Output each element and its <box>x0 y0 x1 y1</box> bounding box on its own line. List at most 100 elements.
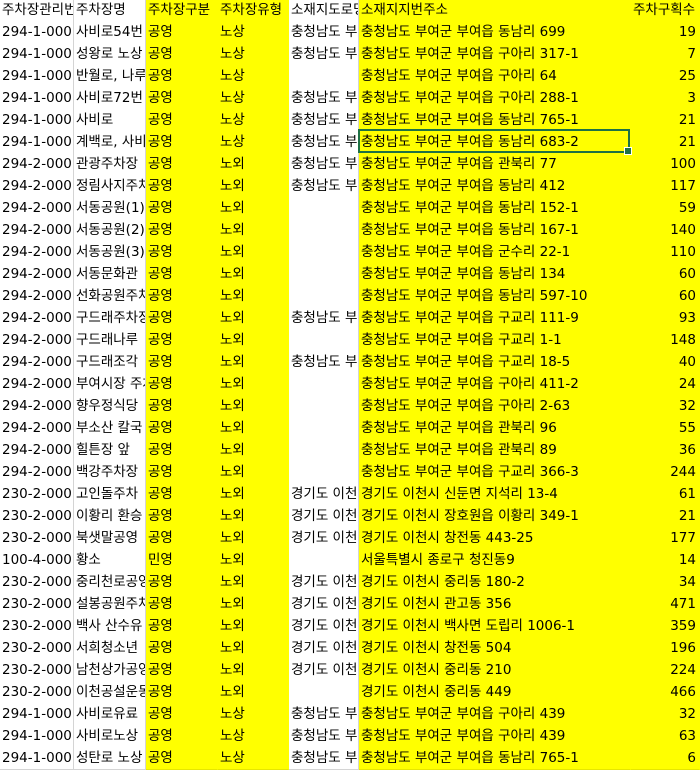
cell-lot-category[interactable]: 공영 <box>146 571 218 594</box>
cell-lot-name[interactable]: 성왕로 노상 <box>74 43 146 66</box>
cell-lot-category[interactable]: 공영 <box>146 43 218 66</box>
cell-lot-name[interactable]: 정림사지주차 <box>74 175 146 198</box>
cell-mgmt-number[interactable]: 294-1-000 <box>0 725 74 748</box>
cell-lot-category[interactable]: 공영 <box>146 109 218 132</box>
cell-road-address[interactable] <box>289 241 359 264</box>
cell-road-address[interactable]: 충청남도 부여군 <box>289 87 359 110</box>
cell-mgmt-number[interactable]: 294-2-000 <box>0 153 74 176</box>
cell-mgmt-number[interactable]: 294-2-000 <box>0 197 74 220</box>
cell-mgmt-number[interactable]: 294-2-000 <box>0 285 74 308</box>
cell-space-count[interactable]: 32 <box>631 395 700 418</box>
cell-lot-category[interactable]: 공영 <box>146 527 218 550</box>
cell-mgmt-number[interactable]: 294-1-000 <box>0 703 74 726</box>
cell-lot-address[interactable]: 경기도 이천시 장호원읍 이황리 349-1 <box>359 505 631 528</box>
cell-space-count[interactable]: 19 <box>631 21 700 44</box>
cell-lot-name[interactable]: 구드래주차장 <box>74 307 146 330</box>
cell-road-address[interactable]: 경기도 이천시 <box>289 571 359 594</box>
cell-lot-address[interactable]: 충청남도 부여군 부여읍 동남리 134 <box>359 263 631 286</box>
cell-lot-type[interactable]: 노외 <box>218 263 289 286</box>
cell-mgmt-number[interactable]: 230-2-000 <box>0 659 74 682</box>
cell-space-count[interactable]: 148 <box>631 329 700 352</box>
cell-space-count[interactable]: 21 <box>631 505 700 528</box>
cell-space-count[interactable]: 93 <box>631 307 700 330</box>
cell-lot-type[interactable]: 노상 <box>218 109 289 132</box>
cell-space-count[interactable]: 63 <box>631 725 700 748</box>
cell-lot-name[interactable]: 반월로, 나루 <box>74 65 146 88</box>
cell-space-count[interactable]: 140 <box>631 219 700 242</box>
cell-space-count[interactable]: 60 <box>631 263 700 286</box>
cell-lot-name[interactable]: 남천상가공영 <box>74 659 146 682</box>
cell-space-count[interactable]: 177 <box>631 527 700 550</box>
cell-lot-address[interactable]: 경기도 이천시 백사면 도립리 1006-1 <box>359 615 631 638</box>
cell-lot-name[interactable]: 부소산 칼국 <box>74 417 146 440</box>
cell-lot-category[interactable]: 공영 <box>146 725 218 748</box>
cell-lot-address[interactable]: 경기도 이천시 중리동 449 <box>359 681 631 704</box>
cell-lot-address[interactable]: 충청남도 부여군 부여읍 구아리 317-1 <box>359 43 631 66</box>
cell-lot-category[interactable]: 공영 <box>146 593 218 616</box>
cell-lot-category[interactable]: 공영 <box>146 373 218 396</box>
cell-space-count[interactable]: 55 <box>631 417 700 440</box>
cell-lot-type[interactable]: 노외 <box>218 615 289 638</box>
cell-lot-address[interactable]: 경기도 이천시 중리동 180-2 <box>359 571 631 594</box>
cell-lot-name[interactable]: 관광주차장 <box>74 153 146 176</box>
cell-lot-name[interactable]: 사비로 <box>74 109 146 132</box>
cell-lot-name[interactable]: 구드래나루 <box>74 329 146 352</box>
cell-lot-address[interactable]: 충청남도 부여군 부여읍 동남리 765-1 <box>359 109 631 132</box>
cell-road-address[interactable]: 충청남도 부여군 <box>289 43 359 66</box>
cell-space-count[interactable]: 110 <box>631 241 700 264</box>
cell-lot-category[interactable]: 공영 <box>146 461 218 484</box>
cell-lot-category[interactable]: 민영 <box>146 549 218 572</box>
cell-road-address[interactable] <box>289 197 359 220</box>
cell-lot-type[interactable]: 노외 <box>218 307 289 330</box>
cell-lot-address[interactable]: 충청남도 부여군 부여읍 구아리 439 <box>359 703 631 726</box>
cell-mgmt-number[interactable]: 294-1-000 <box>0 747 74 770</box>
cell-mgmt-number[interactable]: 294-2-000 <box>0 373 74 396</box>
cell-road-address[interactable]: 충청남도 부여군 <box>289 109 359 132</box>
cell-lot-address[interactable]: 충청남도 부여군 부여읍 구아리 411-2 <box>359 373 631 396</box>
cell-space-count[interactable]: 34 <box>631 571 700 594</box>
cell-lot-address[interactable]: 충청남도 부여군 부여읍 구아리 288-1 <box>359 87 631 110</box>
cell-lot-category[interactable]: 공영 <box>146 175 218 198</box>
cell-space-count[interactable]: 40 <box>631 351 700 374</box>
cell-mgmt-number[interactable]: 294-2-000 <box>0 395 74 418</box>
cell-lot-name[interactable]: 계백로, 사비 <box>74 131 146 154</box>
cell-lot-type[interactable]: 노상 <box>218 725 289 748</box>
cell-lot-type[interactable]: 노상 <box>218 87 289 110</box>
cell-lot-address[interactable]: 충청남도 부여군 부여읍 동남리 167-1 <box>359 219 631 242</box>
cell-lot-type[interactable]: 노외 <box>218 527 289 550</box>
cell-space-count[interactable]: 100 <box>631 153 700 176</box>
cell-lot-type[interactable]: 노상 <box>218 131 289 154</box>
cell-lot-address[interactable]: 충청남도 부여군 부여읍 동남리 412 <box>359 175 631 198</box>
cell-lot-name[interactable]: 고인돌주차 <box>74 483 146 506</box>
cell-road-address[interactable] <box>289 285 359 308</box>
cell-space-count[interactable]: 471 <box>631 593 700 616</box>
cell-road-address[interactable] <box>289 549 359 572</box>
cell-lot-category[interactable]: 공영 <box>146 131 218 154</box>
cell-lot-type[interactable]: 노외 <box>218 395 289 418</box>
cell-mgmt-number[interactable]: 294-1-000 <box>0 21 74 44</box>
cell-lot-type[interactable]: 노외 <box>218 373 289 396</box>
cell-lot-category[interactable]: 공영 <box>146 219 218 242</box>
cell-lot-type[interactable]: 노외 <box>218 241 289 264</box>
cell-lot-type[interactable]: 노외 <box>218 197 289 220</box>
cell-space-count[interactable]: 224 <box>631 659 700 682</box>
cell-road-address[interactable] <box>289 417 359 440</box>
cell-mgmt-number[interactable]: 294-1-000 <box>0 87 74 110</box>
cell-lot-category[interactable]: 공영 <box>146 417 218 440</box>
cell-mgmt-number[interactable]: 230-2-000 <box>0 571 74 594</box>
cell-lot-name[interactable]: 사비로유료 <box>74 703 146 726</box>
cell-lot-category[interactable]: 공영 <box>146 615 218 638</box>
cell-lot-name[interactable]: 설봉공원주차 <box>74 593 146 616</box>
cell-road-address[interactable] <box>289 65 359 88</box>
cell-mgmt-number[interactable]: 294-2-000 <box>0 417 74 440</box>
cell-road-address[interactable] <box>289 263 359 286</box>
cell-lot-name[interactable]: 북샛말공영 <box>74 527 146 550</box>
cell-space-count[interactable]: 244 <box>631 461 700 484</box>
cell-space-count[interactable]: 36 <box>631 439 700 462</box>
cell-road-address[interactable]: 충청남도 부여군 <box>289 747 359 770</box>
cell-lot-address[interactable]: 충청남도 부여군 부여읍 동남리 152-1 <box>359 197 631 220</box>
cell-road-address[interactable]: 경기도 이천시 <box>289 593 359 616</box>
cell-road-address[interactable] <box>289 395 359 418</box>
cell-lot-address[interactable]: 충청남도 부여군 부여읍 관북리 96 <box>359 417 631 440</box>
cell-lot-name[interactable]: 이황리 환승 <box>74 505 146 528</box>
